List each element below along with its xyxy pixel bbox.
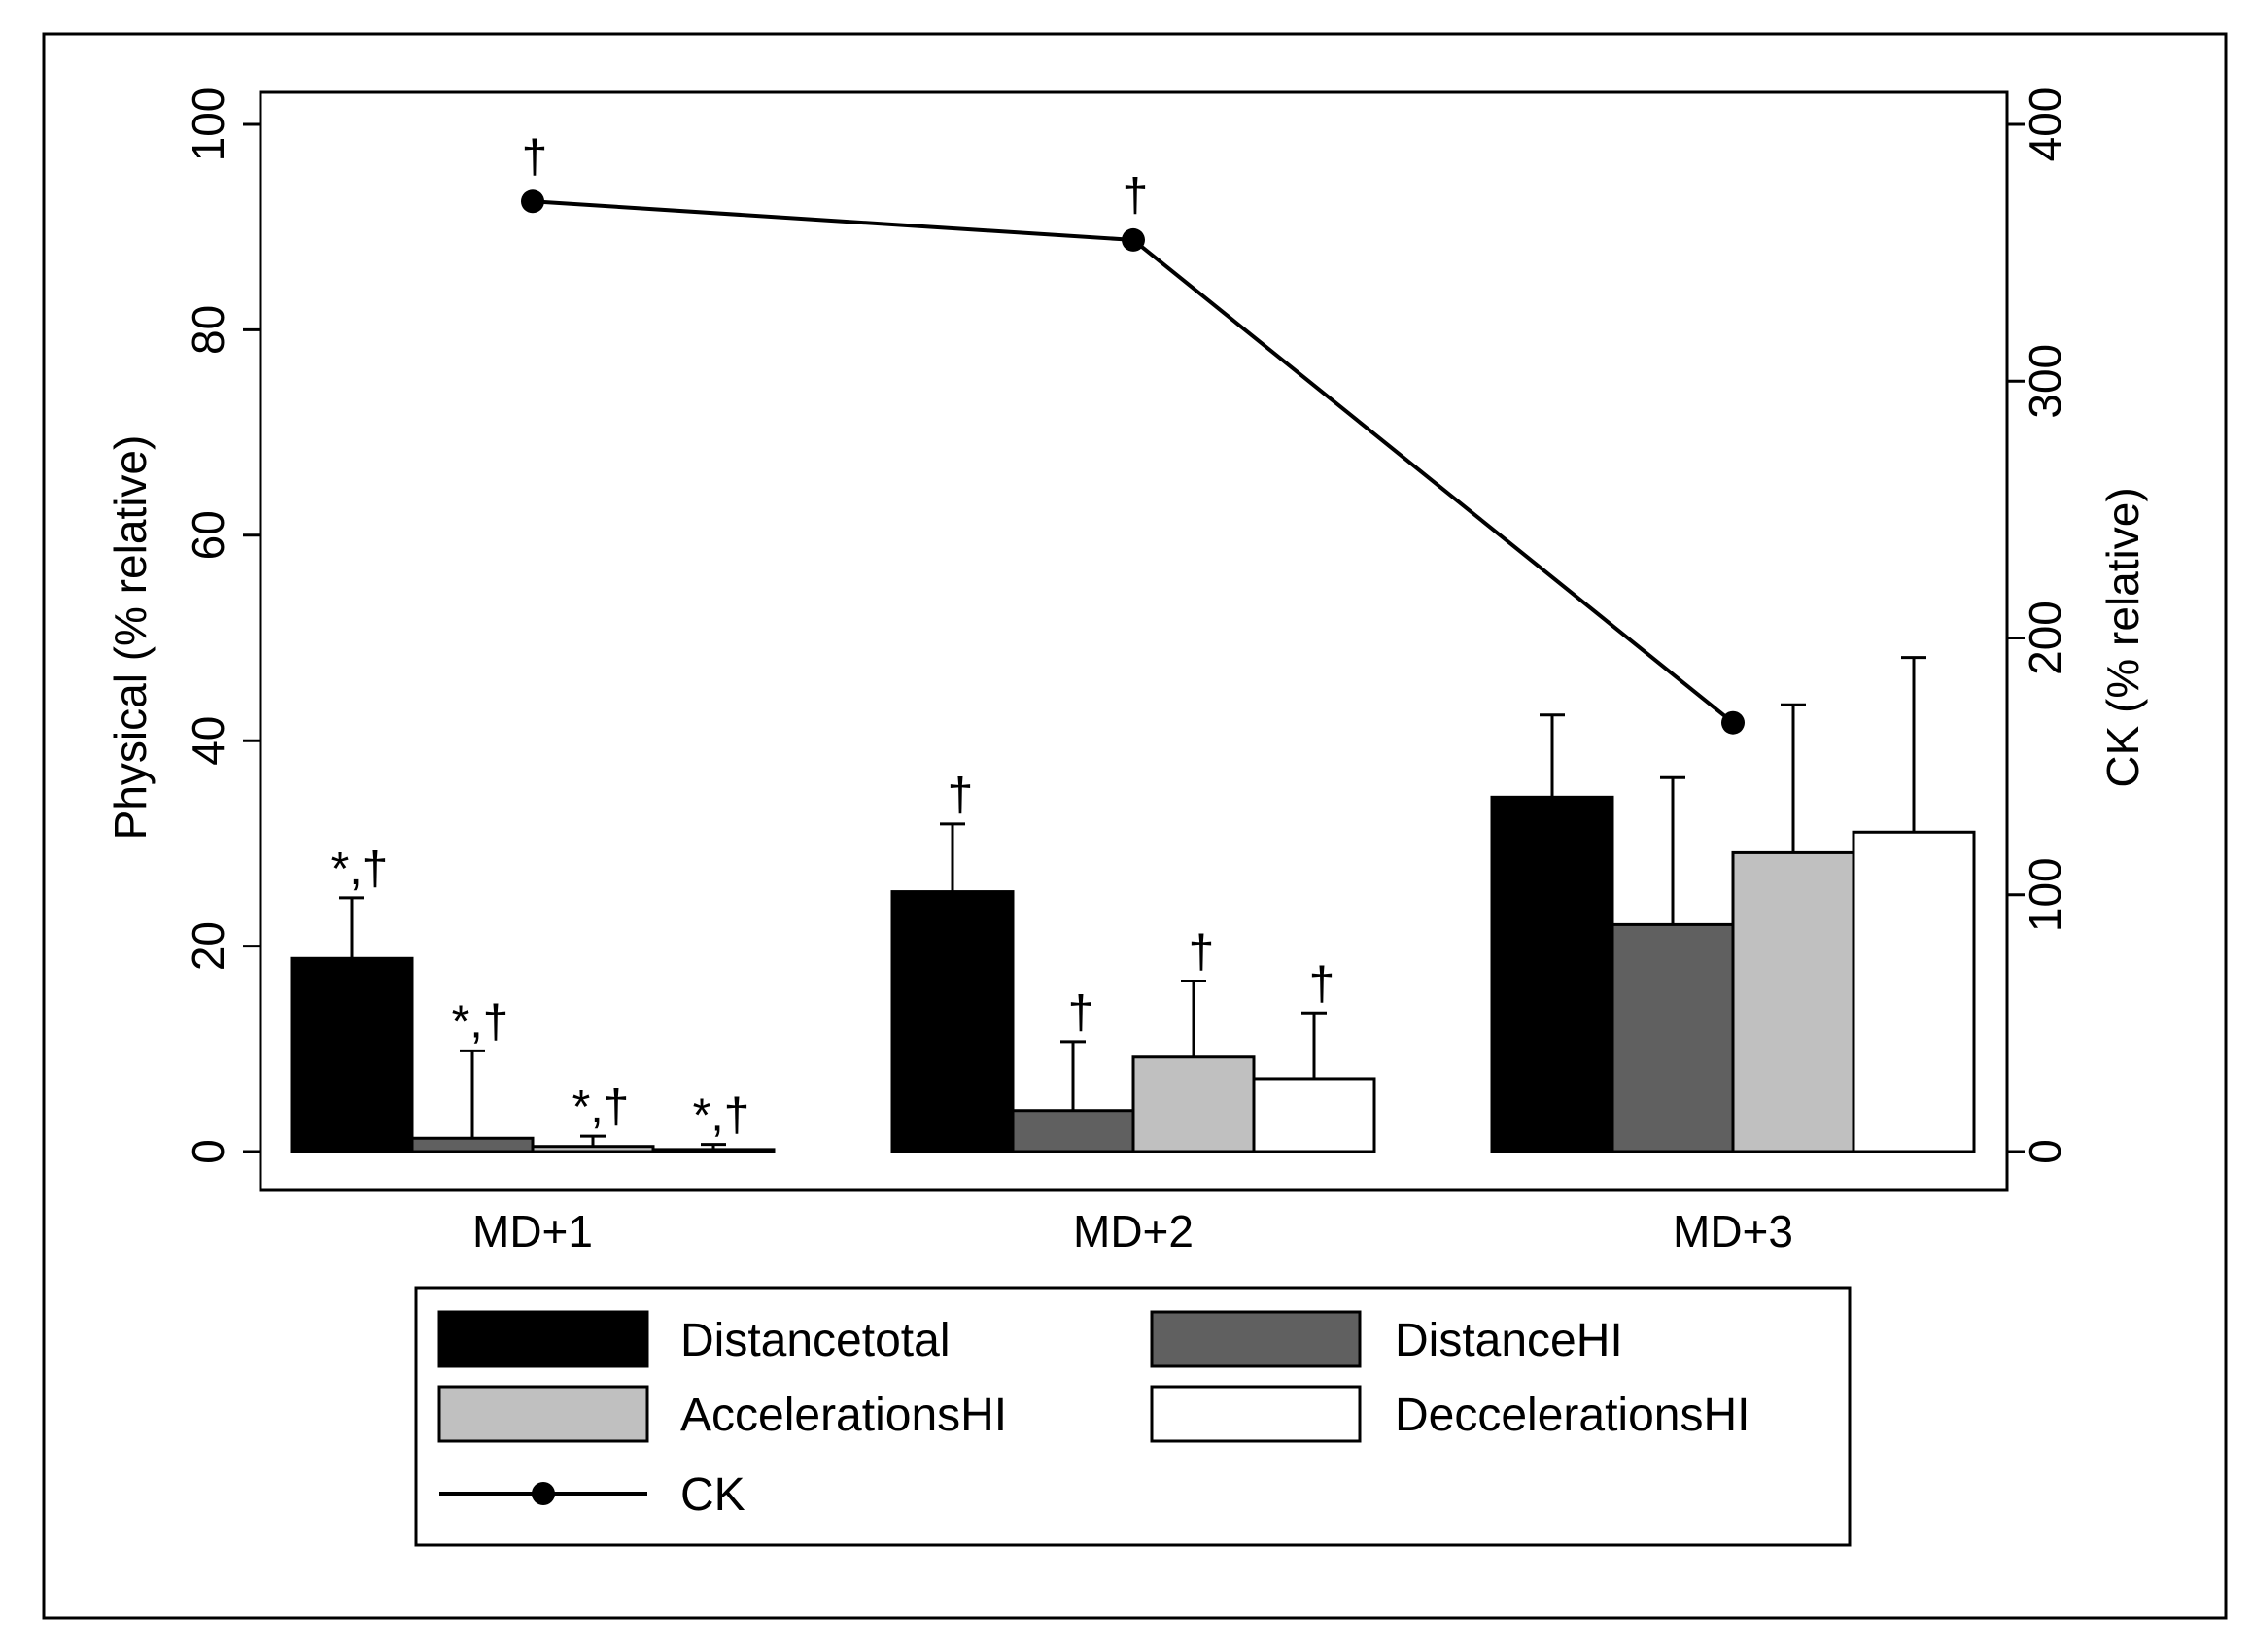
bar bbox=[290, 956, 414, 1153]
bar bbox=[1852, 830, 1976, 1153]
legend-line-marker bbox=[532, 1482, 555, 1505]
y2-tick-label: 100 bbox=[2020, 857, 2070, 932]
significance-marker: *,† bbox=[572, 1082, 630, 1133]
y-tick-label: 100 bbox=[183, 87, 233, 162]
significance-marker: *,† bbox=[452, 996, 509, 1048]
legend-label: CK bbox=[680, 1469, 745, 1521]
bar bbox=[410, 1136, 535, 1153]
significance-marker: *,† bbox=[331, 843, 389, 895]
bar bbox=[1490, 795, 1614, 1153]
y2-tick-label: 400 bbox=[2020, 87, 2070, 162]
ck-point bbox=[521, 189, 544, 214]
bar bbox=[1611, 922, 1735, 1153]
y-tick-label: 80 bbox=[183, 305, 233, 355]
bar bbox=[1131, 1055, 1256, 1153]
y-tick-label: 40 bbox=[183, 716, 233, 766]
legend-swatch bbox=[1150, 1310, 1362, 1368]
ck-point bbox=[1721, 710, 1745, 735]
significance-marker: † bbox=[1309, 958, 1335, 1010]
significance-marker: *,† bbox=[693, 1090, 750, 1142]
legend-swatch bbox=[437, 1310, 649, 1368]
legend-label: Distancetotal bbox=[680, 1315, 950, 1366]
y-tick-label: 0 bbox=[183, 1139, 233, 1164]
legend-box bbox=[414, 1286, 1852, 1547]
legend-swatch bbox=[437, 1385, 649, 1443]
x-category-label: MD+1 bbox=[472, 1206, 593, 1256]
y-axis-title: Physical (% relative) bbox=[105, 435, 156, 841]
ck-significance-marker: † bbox=[1123, 170, 1149, 222]
bar bbox=[890, 890, 1015, 1153]
x-category-label: MD+2 bbox=[1073, 1206, 1194, 1256]
y-tick-label: 20 bbox=[183, 921, 233, 971]
y2-tick-label: 0 bbox=[2020, 1139, 2070, 1164]
y2-tick-label: 300 bbox=[2020, 344, 2070, 419]
significance-marker: † bbox=[948, 770, 974, 821]
bar bbox=[1011, 1109, 1135, 1153]
legend-label: DeccelerationsHI bbox=[1395, 1390, 1750, 1441]
bar bbox=[1252, 1077, 1376, 1153]
significance-marker: † bbox=[1068, 987, 1094, 1039]
ck-point bbox=[1122, 227, 1145, 252]
legend-label: AccelerationsHI bbox=[680, 1390, 1007, 1441]
legend-swatch bbox=[1150, 1385, 1362, 1443]
y-tick-label: 60 bbox=[183, 510, 233, 560]
y2-tick-label: 200 bbox=[2020, 601, 2070, 675]
bar bbox=[651, 1148, 776, 1153]
legend: Distancetotal DistanceHI AccelerationsHI De… bbox=[414, 1286, 1852, 1547]
x-category-label: MD+3 bbox=[1673, 1206, 1793, 1256]
bar bbox=[1731, 850, 1855, 1153]
ck-significance-marker: † bbox=[522, 131, 548, 183]
plot-area bbox=[259, 90, 2009, 1192]
y2-axis-title: CK (% relative) bbox=[2097, 487, 2148, 787]
bar bbox=[531, 1145, 655, 1153]
significance-marker: † bbox=[1189, 927, 1215, 979]
legend-label: DistanceHI bbox=[1395, 1315, 1623, 1366]
